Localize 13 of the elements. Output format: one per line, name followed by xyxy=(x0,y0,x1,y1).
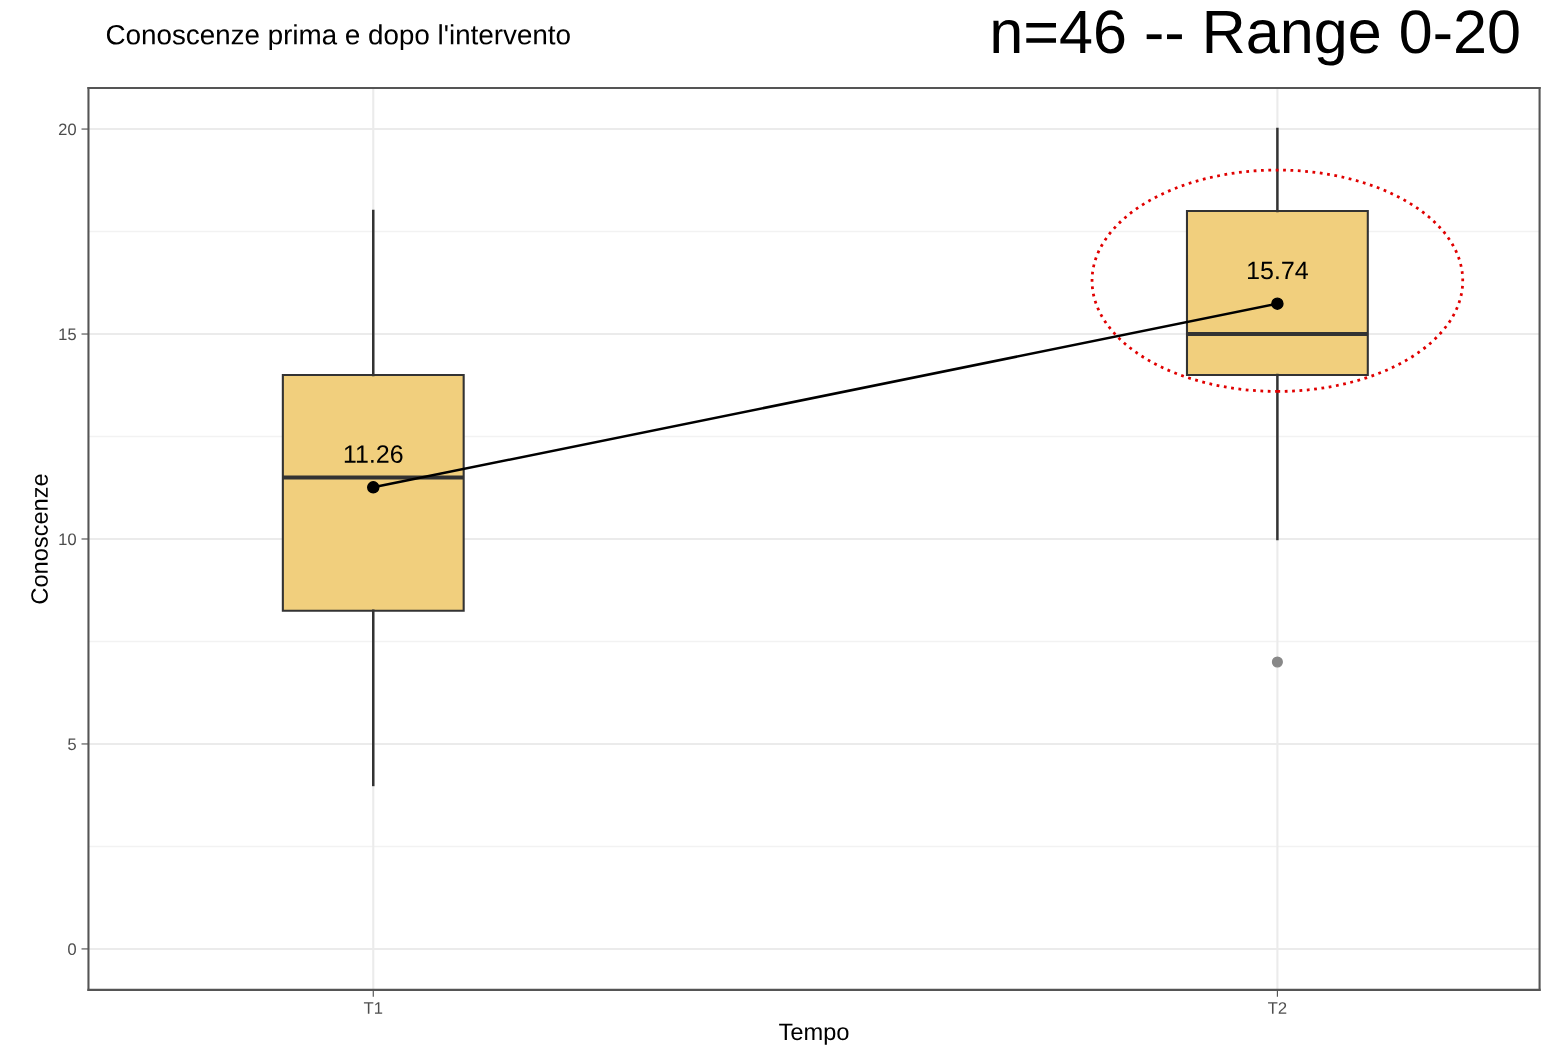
y-tick-label: 5 xyxy=(68,738,76,751)
y-tick-label: 0 xyxy=(68,943,77,956)
chart-title: Conoscenze prima e dopo l'intervento xyxy=(106,24,570,51)
y-axis-title: Conoscenze xyxy=(31,474,48,604)
x-axis-title: Tempo xyxy=(779,1023,849,1045)
text: n=46 -- Range 0-20 xyxy=(993,10,1519,66)
y-tick-label: 15 xyxy=(59,328,76,341)
data-label: 15.74 xyxy=(1248,261,1308,280)
y-tick-label: 20 xyxy=(58,123,77,136)
data-label: 11.26 xyxy=(344,445,403,463)
y-tick-label: 10 xyxy=(59,533,77,546)
x-tick-label: T1 xyxy=(363,1002,383,1014)
x-tick-label: T2 xyxy=(1268,1002,1287,1014)
